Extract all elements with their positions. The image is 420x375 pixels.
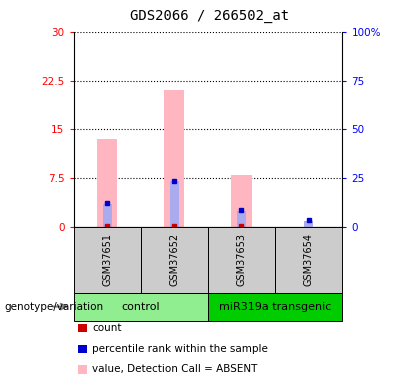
- Text: count: count: [92, 323, 121, 333]
- Text: genotype/variation: genotype/variation: [4, 302, 103, 312]
- Bar: [164, 90, 184, 227]
- Text: GSM37651: GSM37651: [102, 233, 112, 286]
- Bar: [231, 175, 252, 227]
- Text: GSM37652: GSM37652: [169, 233, 179, 286]
- Bar: [97, 139, 117, 227]
- Bar: [170, 182, 179, 227]
- Bar: [102, 204, 112, 227]
- Bar: [304, 221, 313, 227]
- Text: GSM37654: GSM37654: [304, 233, 314, 286]
- Text: value, Detection Call = ABSENT: value, Detection Call = ABSENT: [92, 364, 257, 374]
- Text: percentile rank within the sample: percentile rank within the sample: [92, 344, 268, 354]
- Text: GSM37653: GSM37653: [236, 233, 247, 286]
- Text: GDS2066 / 266502_at: GDS2066 / 266502_at: [131, 9, 289, 23]
- Text: control: control: [121, 302, 160, 312]
- Text: miR319a transgenic: miR319a transgenic: [219, 302, 331, 312]
- Bar: [237, 211, 246, 227]
